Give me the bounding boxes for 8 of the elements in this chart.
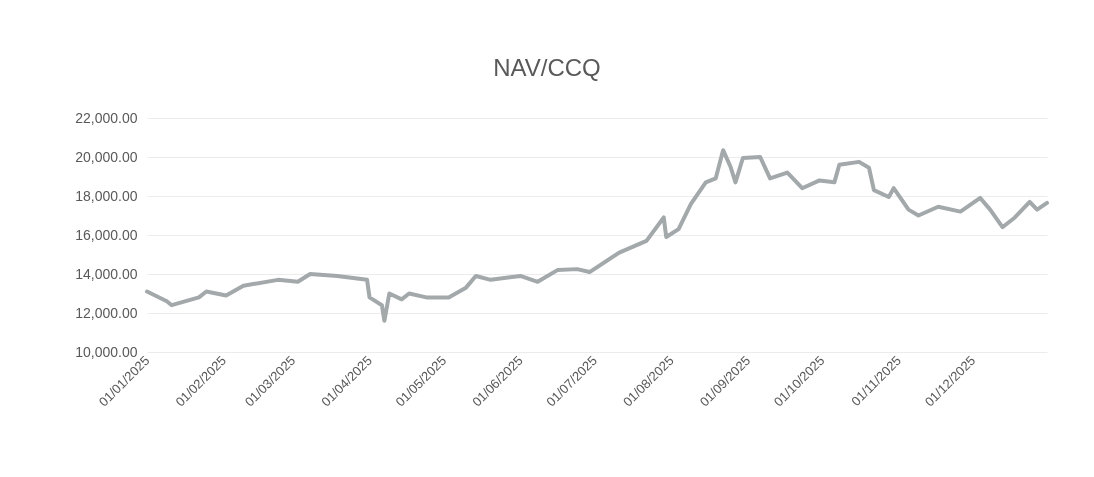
line-series <box>145 148 1049 323</box>
chart-title: NAV/CCQ <box>493 54 601 81</box>
y-tick-label: 16,000.00 <box>75 226 138 243</box>
y-tick-label: 14,000.00 <box>75 265 138 282</box>
y-tick-label: 20,000.00 <box>75 148 138 165</box>
y-tick-label: 18,000.00 <box>75 187 138 204</box>
y-tick-label: 12,000.00 <box>75 304 138 321</box>
y-tick-label: 22,000.00 <box>75 109 138 126</box>
